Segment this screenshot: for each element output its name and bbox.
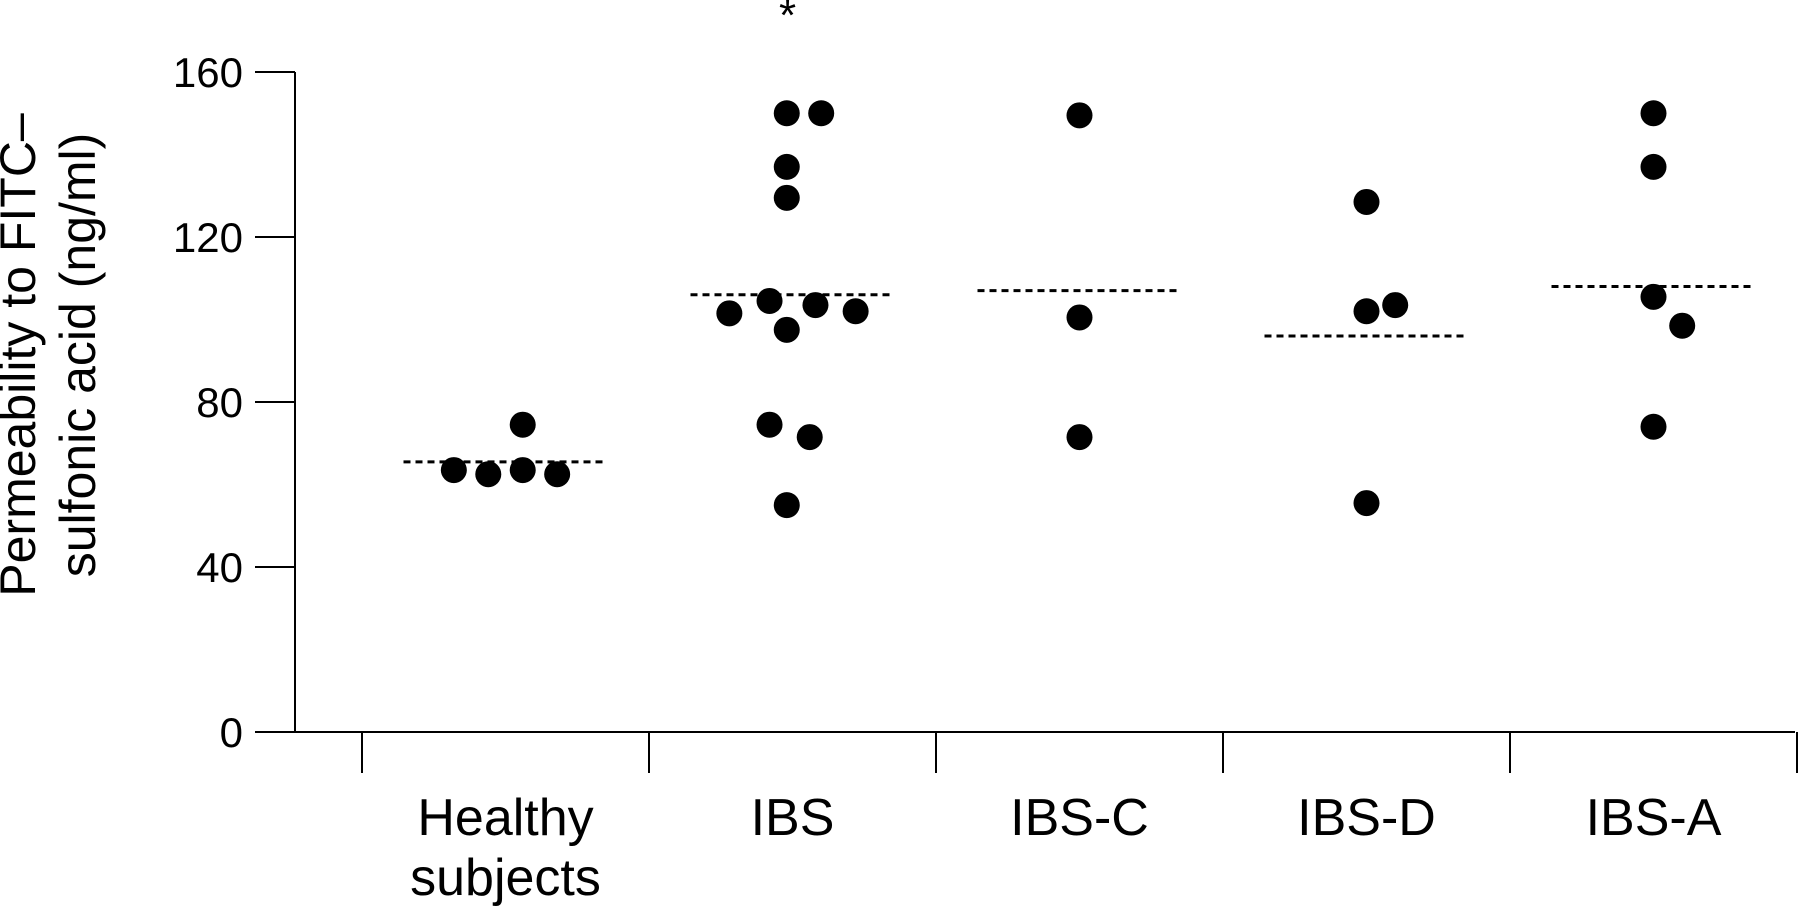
data-point	[808, 100, 835, 127]
data-point	[756, 287, 783, 314]
y-tick-label: 40	[196, 544, 243, 591]
category-label: IBS	[751, 789, 835, 847]
y-tick-label: 120	[173, 214, 243, 261]
y-tick-label: 160	[173, 49, 243, 96]
data-point	[1066, 424, 1093, 451]
data-point	[1353, 188, 1380, 215]
category-label: Healthy subjects	[410, 789, 601, 907]
data-point	[1353, 490, 1380, 517]
data-point	[773, 316, 800, 343]
data-point	[773, 100, 800, 127]
data-point	[1382, 292, 1409, 319]
data-point	[1669, 312, 1696, 339]
category-label-line: Healthy	[417, 789, 593, 847]
data-point	[509, 411, 536, 438]
significance-marker: *	[779, 0, 796, 40]
data-point	[1353, 298, 1380, 325]
y-axis-label-line: sulfonic acid (ng/ml)	[50, 133, 106, 578]
category-label-line: IBS-A	[1586, 789, 1722, 847]
data-point	[475, 461, 502, 488]
data-point	[1066, 102, 1093, 129]
data-point	[1640, 413, 1667, 440]
data-point	[716, 300, 743, 327]
y-tick-label: 80	[196, 379, 243, 426]
data-point	[773, 153, 800, 180]
data-point	[773, 492, 800, 519]
data-point	[756, 411, 783, 438]
data-point	[440, 457, 467, 484]
data-point	[773, 184, 800, 211]
y-axis-label: Permeability to FITC–sulfonic acid (ng/m…	[0, 113, 106, 597]
category-label: IBS-D	[1297, 789, 1436, 847]
data-point	[796, 424, 823, 451]
y-axis: 0 40 80 120 160	[173, 49, 296, 756]
data-point	[1640, 100, 1667, 127]
category-label-line: subjects	[410, 849, 601, 907]
data-point	[842, 298, 869, 325]
data-point	[1640, 283, 1667, 310]
data-point	[1640, 153, 1667, 180]
category-label: IBS-C	[1010, 789, 1149, 847]
x-axis: Healthy subjects IBS IBS-C IBS-D IBS-A	[255, 731, 1798, 907]
category-label-line: IBS	[751, 789, 835, 847]
data-point	[509, 457, 536, 484]
category-label-line: IBS-D	[1297, 789, 1436, 847]
data-point	[802, 292, 829, 319]
data-point	[1066, 304, 1093, 331]
y-tick-label: 0	[220, 709, 243, 756]
category-label-line: IBS-C	[1010, 789, 1149, 847]
y-axis-label-line: Permeability to FITC–	[0, 113, 46, 597]
data-points	[440, 100, 1696, 519]
data-point	[544, 461, 571, 488]
annotations: *	[779, 0, 796, 40]
category-label: IBS-A	[1586, 789, 1722, 847]
